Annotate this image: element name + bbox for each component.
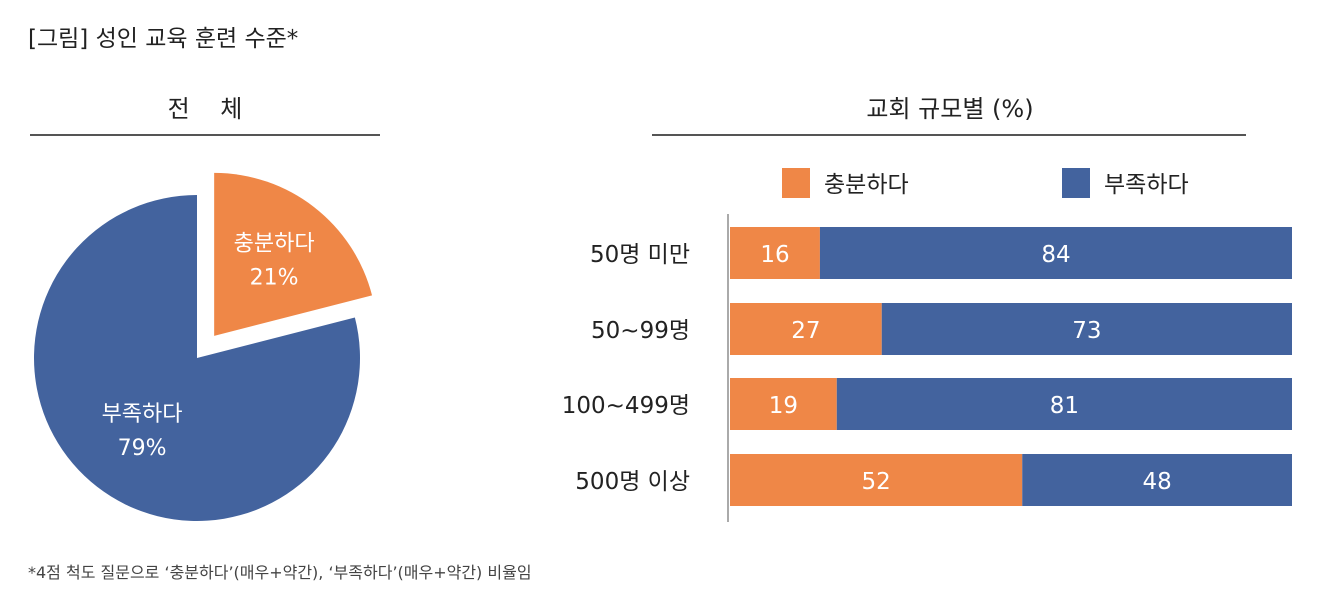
bar-data-label: 52 bbox=[861, 469, 890, 495]
footnote: *4점 척도 질문으로 ‘충분하다’(매우+약간), ‘부족하다’(매우+약간)… bbox=[28, 563, 532, 582]
legend-swatch-sufficient bbox=[782, 168, 810, 198]
bar-data-label: 19 bbox=[769, 393, 798, 419]
category-label: 500명 이상 bbox=[575, 469, 690, 495]
bar-data-label: 16 bbox=[760, 242, 789, 268]
bar-segment-insufficient bbox=[819, 227, 1292, 279]
bar-data-label: 84 bbox=[1041, 242, 1070, 268]
pie-slice-insufficient bbox=[34, 195, 360, 521]
bar-data-label: 73 bbox=[1072, 318, 1101, 344]
bar-data-label: 48 bbox=[1142, 469, 1171, 495]
bar-segment-insufficient bbox=[1022, 454, 1292, 506]
category-label: 100~499명 bbox=[562, 393, 690, 419]
legend-swatch-insufficient bbox=[1062, 168, 1090, 198]
bar-segment-sufficient bbox=[730, 227, 820, 279]
bar-data-label: 27 bbox=[791, 318, 820, 344]
legend-label: 충분하다 bbox=[824, 172, 909, 198]
bar-data-label: 81 bbox=[1050, 393, 1079, 419]
category-label: 50~99명 bbox=[591, 318, 690, 344]
category-label: 50명 미만 bbox=[590, 242, 690, 268]
pie-chart: 충분하다 21% 부족하다 79% bbox=[34, 172, 373, 521]
bar-segment-sufficient bbox=[730, 303, 882, 355]
pie-slice-sufficient bbox=[214, 172, 373, 336]
bar-chart: 충분하다 부족하다 50명 미만 16 84 50~99명 27 73 100~499명 19 81… bbox=[562, 168, 1292, 522]
legend-label: 부족하다 bbox=[1104, 172, 1189, 198]
bar-segment-sufficient bbox=[730, 454, 1023, 506]
pie-title: 전 체 bbox=[168, 95, 243, 123]
pie-slice-value: 21% bbox=[250, 266, 299, 291]
pie-slice-label: 부족하다 bbox=[102, 402, 183, 427]
bar-segment-sufficient bbox=[730, 378, 837, 430]
bar-segment-insufficient bbox=[881, 303, 1292, 355]
bar-title: 교회 규모별 (%) bbox=[866, 95, 1033, 123]
figure-title: [그림] 성인 교육 훈련 수준* bbox=[28, 26, 298, 52]
pie-slice-value: 79% bbox=[118, 436, 167, 461]
pie-slice-label: 충분하다 bbox=[234, 232, 315, 257]
bar-segment-insufficient bbox=[836, 378, 1292, 430]
